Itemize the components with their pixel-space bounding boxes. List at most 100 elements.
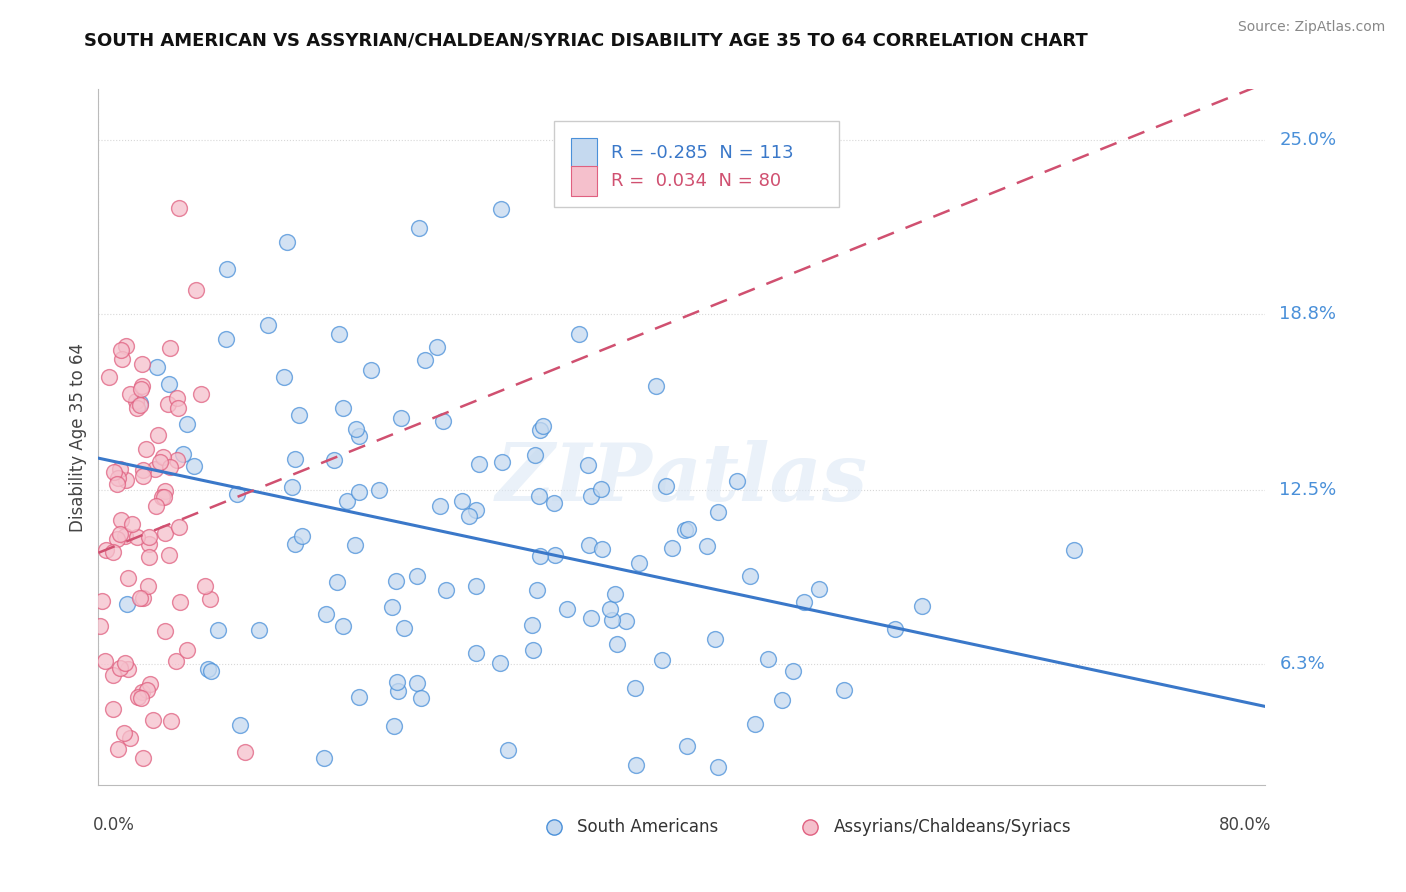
- Point: [832, 682, 855, 697]
- Point: [405, 675, 427, 690]
- Point: [160, 714, 183, 729]
- Point: [131, 357, 153, 371]
- Point: [138, 549, 160, 564]
- Point: [381, 599, 404, 614]
- Point: [103, 465, 125, 479]
- Point: [176, 417, 198, 431]
- Point: [215, 262, 238, 277]
- Point: [389, 411, 412, 425]
- Point: [132, 751, 155, 765]
- Point: [167, 202, 190, 216]
- Point: [520, 618, 543, 632]
- Point: [101, 702, 124, 716]
- Point: [105, 533, 128, 547]
- Point: [131, 379, 153, 393]
- Point: [142, 713, 165, 727]
- Point: [578, 538, 600, 552]
- Point: [90, 593, 112, 607]
- Point: [127, 690, 149, 704]
- Point: [312, 751, 335, 765]
- Point: [103, 668, 125, 682]
- Point: [344, 538, 367, 552]
- Point: [132, 591, 155, 606]
- Point: [136, 579, 159, 593]
- Point: [152, 450, 174, 465]
- Point: [89, 619, 111, 633]
- Point: [114, 339, 136, 353]
- Point: [707, 760, 730, 774]
- Point: [883, 622, 905, 636]
- Point: [489, 202, 512, 216]
- Point: [450, 494, 472, 508]
- Point: [117, 663, 139, 677]
- Point: [107, 471, 129, 485]
- Point: [98, 370, 121, 384]
- Point: [782, 665, 804, 679]
- Point: [413, 352, 436, 367]
- Point: [94, 543, 117, 558]
- Point: [215, 332, 238, 346]
- Point: [645, 379, 668, 393]
- Point: [138, 537, 160, 551]
- Point: [544, 548, 567, 562]
- Text: 80.0%: 80.0%: [1219, 816, 1271, 834]
- Point: [157, 397, 180, 411]
- Point: [118, 731, 141, 745]
- Point: [256, 318, 278, 332]
- Point: [349, 484, 371, 499]
- Point: [555, 601, 578, 615]
- Point: [183, 459, 205, 474]
- Point: [150, 490, 173, 504]
- Point: [145, 499, 167, 513]
- Point: [526, 583, 548, 598]
- Y-axis label: Disability Age 35 to 64: Disability Age 35 to 64: [69, 343, 87, 532]
- Point: [135, 442, 157, 456]
- Point: [143, 461, 166, 475]
- Point: [382, 719, 405, 733]
- Point: [273, 370, 295, 384]
- FancyBboxPatch shape: [554, 120, 839, 208]
- Point: [606, 637, 628, 651]
- Point: [172, 447, 194, 461]
- Point: [233, 745, 256, 759]
- Point: [394, 621, 416, 635]
- Point: [315, 607, 337, 622]
- Point: [591, 541, 613, 556]
- Point: [111, 352, 134, 367]
- Point: [676, 522, 699, 536]
- Point: [131, 468, 153, 483]
- Text: R =  0.034  N = 80: R = 0.034 N = 80: [610, 172, 780, 190]
- Point: [429, 499, 451, 513]
- Point: [146, 428, 169, 442]
- Point: [385, 675, 408, 690]
- Point: [675, 739, 697, 753]
- Point: [661, 541, 683, 555]
- Point: [121, 516, 143, 531]
- Point: [770, 693, 793, 707]
- Point: [103, 544, 125, 558]
- Point: [129, 382, 152, 396]
- Point: [581, 610, 603, 624]
- Point: [186, 284, 208, 298]
- Point: [129, 690, 152, 705]
- Point: [349, 428, 371, 442]
- Point: [197, 662, 219, 676]
- Text: 12.5%: 12.5%: [1279, 482, 1337, 500]
- Point: [166, 453, 188, 467]
- Point: [405, 569, 427, 583]
- Bar: [571, 138, 596, 167]
- Point: [522, 643, 544, 657]
- Point: [146, 359, 169, 374]
- Point: [531, 419, 554, 434]
- Point: [129, 591, 152, 606]
- Point: [226, 487, 249, 501]
- Point: [491, 455, 513, 469]
- Point: [432, 414, 454, 428]
- Point: [169, 519, 191, 533]
- Point: [529, 549, 551, 563]
- Point: [707, 505, 730, 519]
- Point: [328, 327, 350, 342]
- Point: [112, 725, 135, 739]
- Point: [704, 632, 727, 646]
- Point: [114, 529, 136, 543]
